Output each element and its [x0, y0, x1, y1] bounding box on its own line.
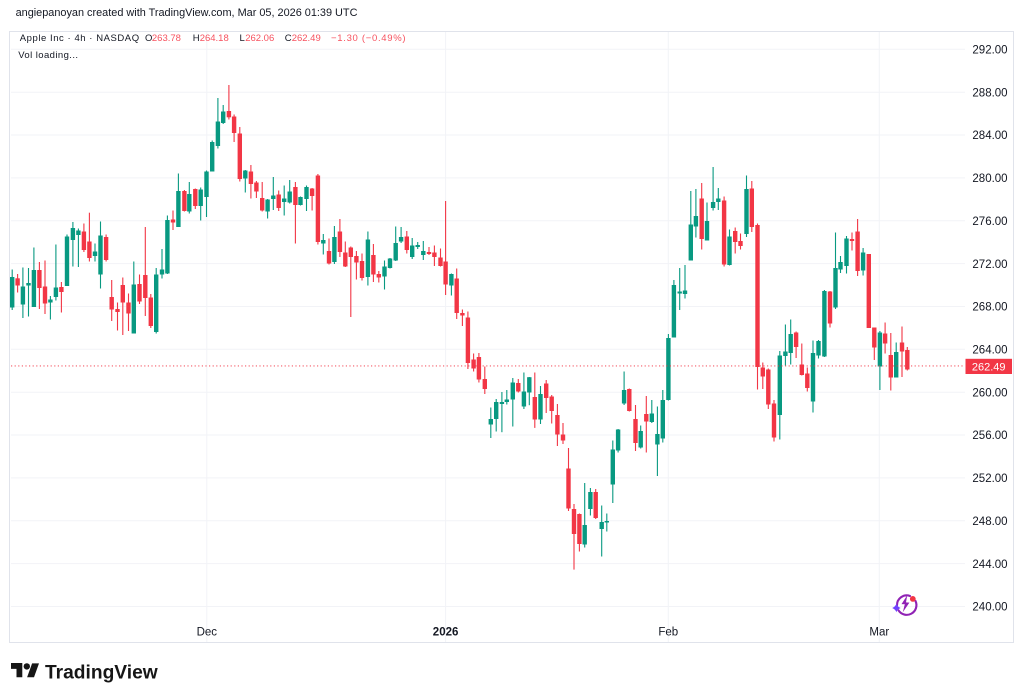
svg-text:2026: 2026	[433, 627, 459, 639]
svg-text:262.49: 262.49	[972, 361, 1006, 373]
svg-text:256.00: 256.00	[972, 430, 1007, 442]
svg-text:252.00: 252.00	[972, 473, 1007, 485]
svg-text:268.00: 268.00	[972, 302, 1007, 314]
svg-text:240.00: 240.00	[972, 602, 1007, 614]
svg-text:TradingView: TradingView	[45, 663, 158, 684]
svg-text:Dec: Dec	[197, 627, 218, 639]
svg-text:292.00: 292.00	[972, 45, 1007, 57]
svg-text:276.00: 276.00	[972, 216, 1007, 228]
svg-text:Feb: Feb	[658, 627, 678, 639]
svg-text:264.00: 264.00	[972, 345, 1007, 357]
svg-text:244.00: 244.00	[972, 559, 1007, 571]
svg-text:260.00: 260.00	[972, 387, 1007, 399]
svg-text:284.00: 284.00	[972, 130, 1007, 142]
svg-text:Mar: Mar	[869, 627, 889, 639]
svg-text:272.00: 272.00	[972, 259, 1007, 271]
svg-text:248.00: 248.00	[972, 516, 1007, 528]
svg-text:280.00: 280.00	[972, 173, 1007, 185]
svg-text:288.00: 288.00	[972, 87, 1007, 99]
